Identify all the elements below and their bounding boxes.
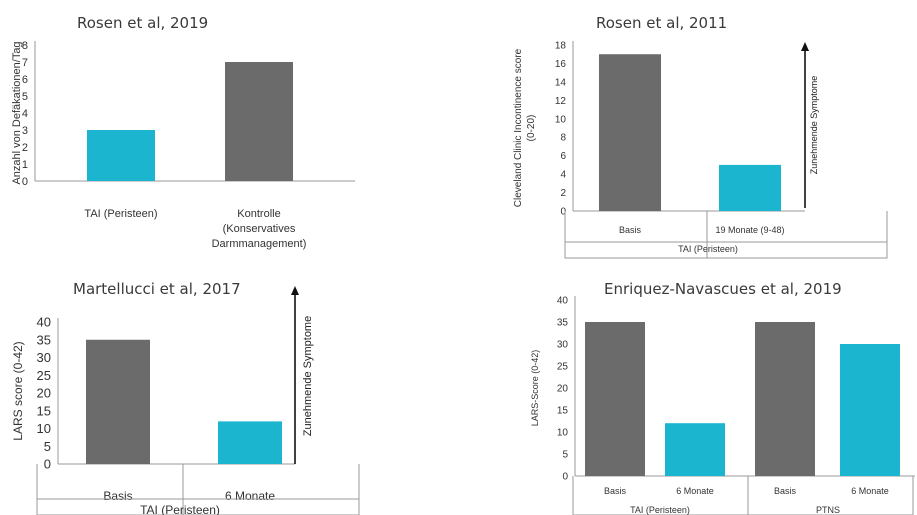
bar	[755, 322, 815, 476]
y-tick-label: 0	[560, 207, 566, 218]
chart-panel-1: Rosen et al, 2019 0 1 2 3 4 5 6 7 8 Anzahl von De…	[0, 0, 460, 258]
chart-panel-3: Martellucci et al, 2017 0 5 10 15 20 25 30 35 40…	[0, 258, 460, 515]
x-tick-label: 6 Monate	[225, 489, 275, 503]
x-tick-label: Basis	[604, 486, 627, 496]
y-tick-label: 12	[555, 96, 567, 107]
group-label: TAI (Peristeen)	[140, 503, 220, 515]
x-tick-label: TAI (Peristeen)	[84, 208, 157, 220]
y-tick-label: 1	[22, 159, 28, 171]
group-label: TAI (Peristeen)	[630, 505, 690, 515]
group-box	[564, 211, 888, 259]
y-tick-label: 8	[22, 40, 28, 52]
chart-panel-2: Rosen et al, 2011 0 2 4 6 8 10 12 14 16 18 Clevela…	[460, 0, 917, 259]
y-tick-label: 25	[37, 368, 51, 383]
y-axis-title: (0-20)	[526, 115, 537, 142]
x-tick-label: 19 Monate (9-48)	[715, 225, 784, 235]
y-tick-label: 6	[560, 151, 566, 162]
y-tick-label: 2	[560, 188, 566, 199]
symptom-arrow-head	[801, 42, 809, 51]
y-tick-label: 2	[22, 142, 28, 154]
x-tick-label: Basis	[774, 486, 797, 496]
y-tick-label: 6	[22, 74, 28, 86]
x-tick-label: (Konservatives	[223, 223, 296, 235]
y-tick-label: 15	[557, 406, 569, 417]
y-axis-title: LARS score (0-42)	[11, 341, 25, 440]
y-tick-label: 20	[37, 386, 51, 401]
y-tick-label: 5	[44, 439, 51, 454]
chart-title: Rosen et al, 2011	[596, 14, 728, 32]
chart-title: Martellucci et al, 2017	[73, 280, 241, 298]
bar	[719, 164, 781, 211]
y-axis-title: Anzahl von Defäkationen/Tag	[11, 41, 23, 184]
chart-title: Enriquez-Navascues et al, 2019	[604, 280, 842, 298]
y-tick-label: 18	[555, 41, 567, 52]
y-tick-label: 5	[22, 91, 28, 103]
y-tick-label: 4	[560, 170, 566, 181]
y-tick-label: 16	[555, 59, 567, 70]
y-tick-label: 0	[22, 176, 28, 188]
y-tick-label: 20	[557, 384, 569, 395]
x-tick-label: 6 Monate	[851, 486, 889, 496]
y-tick-label: 10	[37, 421, 51, 436]
chart-svg: 0 5 10 15 20 25 30 35 40 LARS-Score (0-42) Basis 6 …	[530, 296, 915, 515]
bar	[585, 322, 645, 476]
y-tick-label: 14	[555, 77, 567, 88]
symptom-arrow-label: Zunehmende Symptome	[809, 76, 819, 175]
y-tick-label: 3	[22, 125, 28, 137]
symptom-arrow-label: Zunehmende Symptome	[302, 316, 314, 436]
y-tick-label: 25	[557, 362, 569, 373]
bar	[840, 344, 900, 476]
chart-svg: 0 5 10 15 20 25 30 35 40 LARS score (0-42) Basis 6 …	[11, 286, 360, 515]
y-axis-title: LARS-Score (0-42)	[530, 350, 540, 427]
group-box	[572, 476, 914, 515]
group-box	[36, 464, 360, 515]
x-tick-label: Basis	[103, 489, 132, 503]
bar	[225, 62, 293, 181]
y-tick-label: 8	[560, 133, 566, 144]
y-tick-label: 10	[555, 114, 567, 125]
y-axis-title: Cleveland Clinic Incontinence score	[513, 48, 524, 207]
y-tick-label: 7	[22, 57, 28, 69]
bar	[665, 423, 725, 476]
group-label: PTNS	[816, 505, 840, 515]
y-tick-label: 40	[37, 315, 51, 330]
chart-panel-4: Enriquez-Navascues et al, 2019 0 5 10 15 20 2…	[460, 258, 917, 515]
symptom-arrow-head	[291, 286, 299, 295]
bar	[218, 421, 282, 464]
chart-svg: 0 2 4 6 8 10 12 14 16 18 Cleveland Clinic Incontin…	[513, 41, 888, 259]
y-tick-label: 15	[37, 403, 51, 418]
group-label: TAI (Peristeen)	[678, 244, 738, 254]
y-tick-label: 4	[22, 108, 28, 120]
bar	[87, 130, 155, 181]
y-tick-label: 35	[557, 318, 569, 329]
y-tick-label: 10	[557, 428, 569, 439]
y-tick-label: 35	[37, 332, 51, 347]
bar	[599, 54, 661, 211]
x-tick-label: Darmmanagement)	[212, 238, 307, 250]
y-tick-label: 40	[557, 296, 569, 307]
x-tick-label: Basis	[619, 225, 642, 235]
x-tick-label: 6 Monate	[676, 486, 714, 496]
y-tick-label: 0	[44, 457, 51, 472]
x-tick-label: Kontrolle	[237, 208, 280, 220]
bar	[86, 339, 150, 464]
y-tick-label: 5	[562, 450, 568, 461]
y-tick-label: 30	[37, 350, 51, 365]
y-tick-label: 30	[557, 340, 569, 351]
y-tick-label: 0	[562, 472, 568, 483]
chart-title: Rosen et al, 2019	[77, 14, 209, 32]
